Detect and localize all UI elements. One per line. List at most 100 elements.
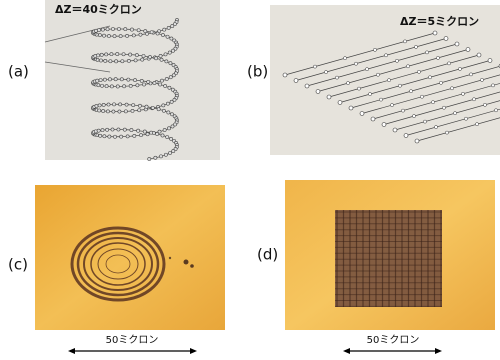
spiral-point [147, 80, 150, 83]
spiral-point [146, 133, 149, 136]
grid-point [494, 109, 497, 112]
spiral-point [133, 134, 136, 137]
speck [190, 264, 194, 268]
spiral-point [112, 103, 115, 106]
spiral-point [132, 34, 135, 37]
spiral-point [116, 52, 119, 55]
spiral-point [154, 156, 157, 159]
spiral-point [113, 135, 116, 138]
spiral-point [142, 54, 145, 57]
grid-point [425, 51, 428, 54]
micrograph-c [35, 185, 225, 330]
spiral-point [169, 76, 172, 79]
spiral-point [144, 30, 147, 33]
spiral-point [165, 60, 168, 63]
spiral-point [111, 27, 114, 30]
spiral-point [105, 53, 108, 56]
spiral-point [134, 59, 137, 62]
grid-point [477, 53, 481, 57]
spiral-point [159, 83, 162, 86]
spiral-point [137, 129, 140, 132]
spiral-point [168, 86, 171, 89]
spiral-point [156, 32, 159, 35]
spiral-point [164, 53, 167, 56]
grid-point [433, 31, 437, 35]
spiral-point [169, 62, 172, 65]
spiral-point [123, 128, 126, 131]
grid-point [409, 90, 412, 93]
grid-point [393, 128, 397, 132]
grid-point [354, 62, 357, 65]
grid-point [371, 117, 375, 121]
grid-point [469, 73, 472, 76]
spiral-point [122, 53, 125, 56]
grid-point [294, 79, 298, 83]
spiral-point [172, 74, 175, 77]
grid-point [480, 78, 483, 81]
arrowhead [435, 348, 442, 354]
spiral-point [130, 128, 133, 131]
spiral-point [164, 84, 167, 87]
grid-point [483, 103, 486, 106]
grid-point [305, 84, 309, 88]
spiral-point [168, 51, 171, 54]
spiral-point [161, 134, 164, 137]
grid-point [338, 101, 342, 105]
annotation-a: ΔZ＝40ミクロン [55, 3, 142, 16]
spiral-point [113, 35, 116, 38]
grid-point [346, 82, 349, 85]
spiral-point [165, 77, 168, 80]
spiral-point [119, 35, 122, 38]
spiral-point [157, 108, 160, 111]
spiral-point [131, 109, 134, 112]
spiral-point [150, 31, 153, 34]
grid-point [324, 71, 327, 74]
spiral-point [98, 104, 101, 107]
grid-point [390, 104, 393, 107]
spiral-point [107, 34, 110, 37]
grid-point [415, 139, 419, 143]
spiral-point [167, 26, 170, 29]
spiral-point [139, 33, 142, 36]
spiral-point [138, 109, 141, 112]
grid-point [450, 87, 453, 90]
spiral-point [162, 109, 165, 112]
spiral-point [166, 136, 169, 139]
spiral-point [127, 78, 130, 81]
spiral-point [102, 103, 105, 106]
grid-point [453, 112, 456, 115]
grid-point [431, 101, 434, 104]
spiral-point [121, 60, 124, 63]
grid-point [412, 115, 415, 118]
arrowhead [190, 348, 197, 354]
grid-point [313, 65, 316, 68]
spiral-point [163, 28, 166, 31]
spiral-point [167, 127, 170, 130]
spiral-point [110, 85, 113, 88]
spiral-point [137, 29, 140, 32]
spiral-point [118, 110, 121, 113]
grid-point [472, 98, 475, 101]
spiral-point [100, 84, 103, 87]
grid-point [373, 48, 376, 51]
spiral-point [166, 102, 169, 105]
spiral-point [159, 155, 162, 158]
grid-point [466, 48, 470, 52]
grid-point [335, 76, 338, 79]
spiral-point [94, 29, 97, 32]
spiral-point [122, 85, 125, 88]
spiral-point [111, 128, 114, 131]
label-a: (a) [8, 63, 29, 81]
spiral-point [117, 27, 120, 30]
grid-point [458, 67, 461, 70]
spiral-point [119, 103, 122, 106]
grid-point [379, 98, 382, 101]
spiral-point [102, 34, 105, 37]
scale-label-c: 50ミクロン [106, 334, 159, 346]
spiral-point [98, 34, 101, 37]
spiral-point [161, 33, 164, 36]
spiral-point [96, 79, 99, 82]
spiral-point [127, 59, 130, 62]
grid-point [283, 73, 287, 77]
grid-point [436, 56, 439, 59]
